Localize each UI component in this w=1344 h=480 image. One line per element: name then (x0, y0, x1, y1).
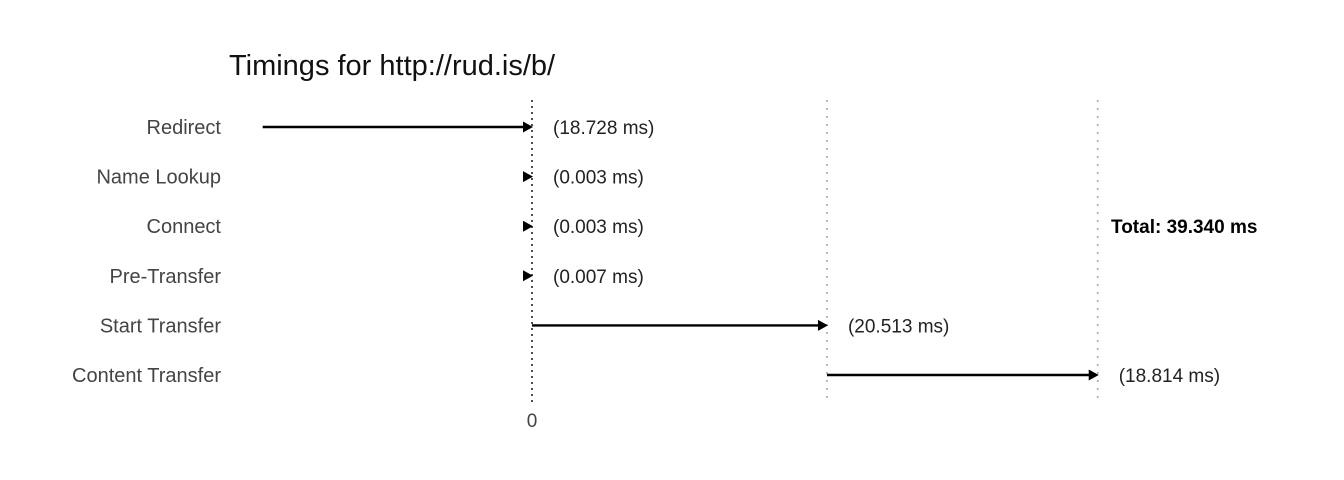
timing-arrowhead (523, 220, 533, 232)
row-value-label: (18.728 ms) (553, 118, 654, 139)
row-label: Pre-Transfer (109, 266, 221, 288)
row-label: Connect (147, 216, 222, 238)
row-label: Name Lookup (96, 167, 221, 189)
timing-row: Name Lookup (0.003 ms) (96, 167, 643, 189)
timing-arrowhead (1088, 369, 1099, 381)
row-value-label: (18.814 ms) (1119, 366, 1220, 387)
total-label: Total: 39.340 ms (1111, 217, 1257, 238)
row-value-label: (0.003 ms) (553, 217, 644, 238)
row-value-label: (20.513 ms) (848, 316, 949, 337)
timing-arrowhead (523, 270, 533, 282)
timing-row: Content Transfer (18.814 ms) (72, 365, 1220, 387)
timing-row: Redirect (18.728 ms) (147, 117, 655, 139)
timing-arrowhead (523, 121, 533, 133)
row-label: Redirect (147, 117, 222, 139)
reference-lines (531, 100, 1099, 404)
timing-arrowhead (817, 319, 828, 331)
timing-row: Connect (0.003 ms) (147, 216, 644, 238)
timing-rows: Redirect (18.728 ms) Name Lookup (0.003 ms)… (72, 117, 1220, 387)
row-label: Start Transfer (100, 315, 221, 337)
chart-title: Timings for http://rud.is/b/ (229, 50, 556, 82)
origin-tick-label: 0 (527, 411, 538, 432)
timing-row: Start Transfer (20.513 ms) (100, 315, 950, 337)
timing-arrowhead (523, 171, 533, 183)
row-label: Content Transfer (72, 365, 221, 387)
timing-row: Pre-Transfer (0.007 ms) (109, 266, 643, 288)
row-value-label: (0.007 ms) (553, 267, 644, 288)
row-value-label: (0.003 ms) (553, 168, 644, 189)
